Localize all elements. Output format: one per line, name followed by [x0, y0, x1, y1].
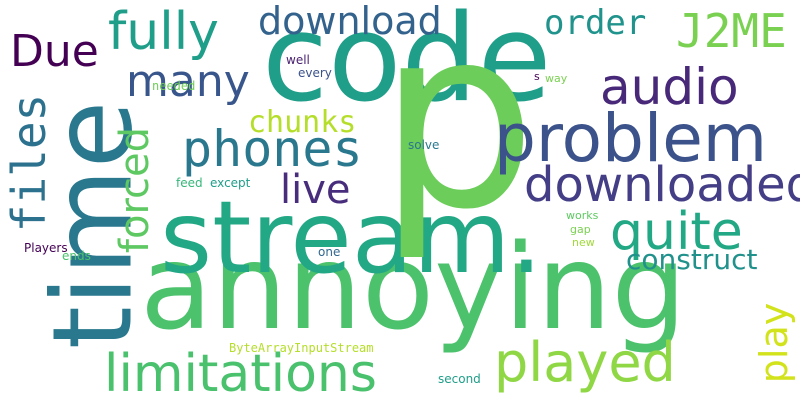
- word-feed: feed: [176, 176, 203, 190]
- word-annoying: annoying: [140, 218, 687, 356]
- word-well: well: [286, 53, 310, 67]
- word-players: Players: [24, 241, 68, 255]
- word-p: p: [378, 0, 537, 264]
- word-problem: problem: [494, 100, 768, 177]
- word-new: new: [572, 236, 595, 249]
- word-quite: quite: [610, 202, 743, 262]
- word-limitations: limitations: [104, 344, 377, 400]
- word-solve: solve: [408, 138, 440, 152]
- word-order: order: [544, 3, 647, 43]
- word-construct: construct: [626, 243, 758, 276]
- word-phones: phones: [182, 120, 363, 178]
- word-downloaded: downloaded: [524, 157, 800, 213]
- word-download: download: [258, 0, 442, 43]
- word-files: files: [2, 93, 57, 233]
- word-every: every: [298, 66, 332, 80]
- word-many: many: [126, 56, 250, 107]
- word-code: code: [262, 0, 552, 129]
- word-needed: needed: [152, 79, 196, 93]
- word-j2me: J2ME: [676, 4, 787, 58]
- word-due: Due: [10, 26, 99, 77]
- word-audio: audio: [600, 58, 739, 116]
- word-except: except: [210, 176, 251, 190]
- word-play: play: [752, 302, 797, 384]
- word-second: second: [438, 372, 481, 386]
- word-ends: ends: [62, 249, 91, 263]
- word-way: way: [545, 72, 568, 85]
- word-played: played: [494, 331, 676, 394]
- word-stream: stream.: [160, 179, 543, 296]
- word-bytearrayinputstream: ByteArrayInputStream: [229, 341, 374, 355]
- word-one: one: [318, 245, 341, 259]
- word-live: live: [280, 167, 351, 213]
- word-gap: gap: [570, 223, 591, 236]
- word-forced: forced: [112, 126, 159, 254]
- word-fully: fully: [108, 2, 219, 62]
- word-works: works: [566, 209, 599, 222]
- word-s: s: [534, 70, 540, 83]
- word-chunks: chunks: [248, 105, 357, 140]
